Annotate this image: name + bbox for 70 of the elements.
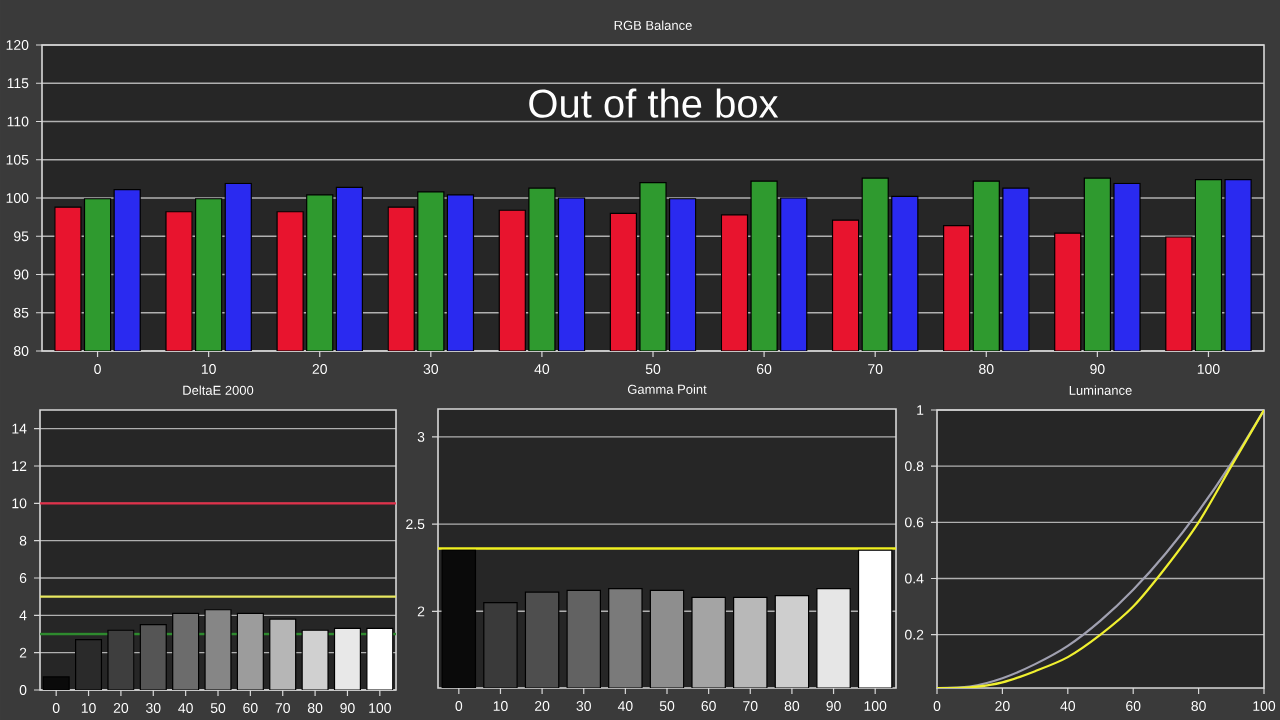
x-tick-label: 0 [52,703,60,713]
chart-title: RGB Balance [614,20,692,30]
x-tick-label: 0 [933,701,941,711]
y-tick-label: 4 [19,610,27,621]
y-tick-label: 95 [14,231,29,242]
y-tick-label: 3 [417,431,425,442]
y-tick-label: 14 [12,423,27,434]
chart-title: Luminance [1069,385,1132,395]
y-tick-label: 10 [12,498,27,509]
y-tick-label: 6 [19,573,27,583]
x-tick-label: 20 [113,703,129,713]
x-tick-label: 20 [995,701,1010,711]
x-tick-label: 10 [201,364,216,374]
x-tick-label: 60 [701,701,716,711]
bar [107,629,135,691]
x-tick-label: 100 [864,701,887,711]
x-tick-label: 30 [423,364,439,374]
x-tick-label: 70 [743,701,758,711]
x-tick-label: 40 [534,364,550,374]
y-tick-label: 2 [19,647,27,658]
y-tick-label: 2.5 [406,519,425,530]
x-tick-label: 0 [94,364,101,374]
x-tick-label: 30 [146,703,161,713]
x-tick-label: 80 [1191,701,1206,711]
x-tick-label: 90 [826,701,841,711]
chart-title: Gamma Point [627,384,707,394]
y-tick-label: 8 [19,535,27,546]
y-tick-label: 110 [7,116,29,127]
x-tick-label: 80 [784,701,800,711]
y-tick-label: 80 [13,346,29,356]
x-tick-label: 10 [493,701,508,711]
x-tick-label: 80 [307,703,323,713]
y-tick-label: 1 [917,405,924,415]
x-tick-label: 90 [1090,364,1105,374]
y-tick-label: 100 [6,193,29,203]
x-tick-label: 70 [275,703,290,713]
y-tick-label: 2 [417,606,425,617]
y-tick-label: 0.4 [905,573,924,584]
x-tick-label: 60 [1126,701,1141,711]
x-tick-label: 20 [312,364,327,374]
chart-title: DeltaE 2000 [183,385,254,395]
x-tick-label: 40 [1060,701,1076,711]
x-tick-label: 60 [243,703,258,713]
y-tick-label: 105 [6,154,29,165]
y-tick-label: 12 [12,461,27,471]
x-tick-label: 50 [659,701,675,711]
y-tick-label: 120 [6,40,29,50]
y-tick-label: 0 [19,685,27,695]
x-tick-label: 10 [81,703,96,713]
x-tick-label: 0 [455,701,463,711]
x-tick-label: 40 [178,703,193,713]
x-tick-label: 80 [979,364,994,374]
x-tick-label: 40 [617,701,633,711]
x-tick-label: 90 [340,703,355,713]
x-tick-label: 70 [868,364,883,374]
x-tick-label: 20 [535,701,550,711]
y-tick-label: 0.6 [905,517,924,528]
x-tick-label: 60 [757,364,772,374]
y-tick-label: 85 [13,307,29,318]
y-tick-label: 0.2 [905,629,924,640]
x-tick-label: 100 [369,703,391,713]
x-tick-label: 50 [210,703,226,713]
x-tick-label: 100 [1197,364,1220,374]
x-tick-label: 100 [1253,701,1276,711]
y-tick-label: 0.8 [905,461,924,472]
y-tick-label: 115 [7,78,29,89]
x-tick-label: 30 [576,701,591,711]
annotation: Out of the box [529,88,779,118]
x-tick-label: 50 [645,364,661,374]
y-tick-label: 90 [14,269,29,280]
